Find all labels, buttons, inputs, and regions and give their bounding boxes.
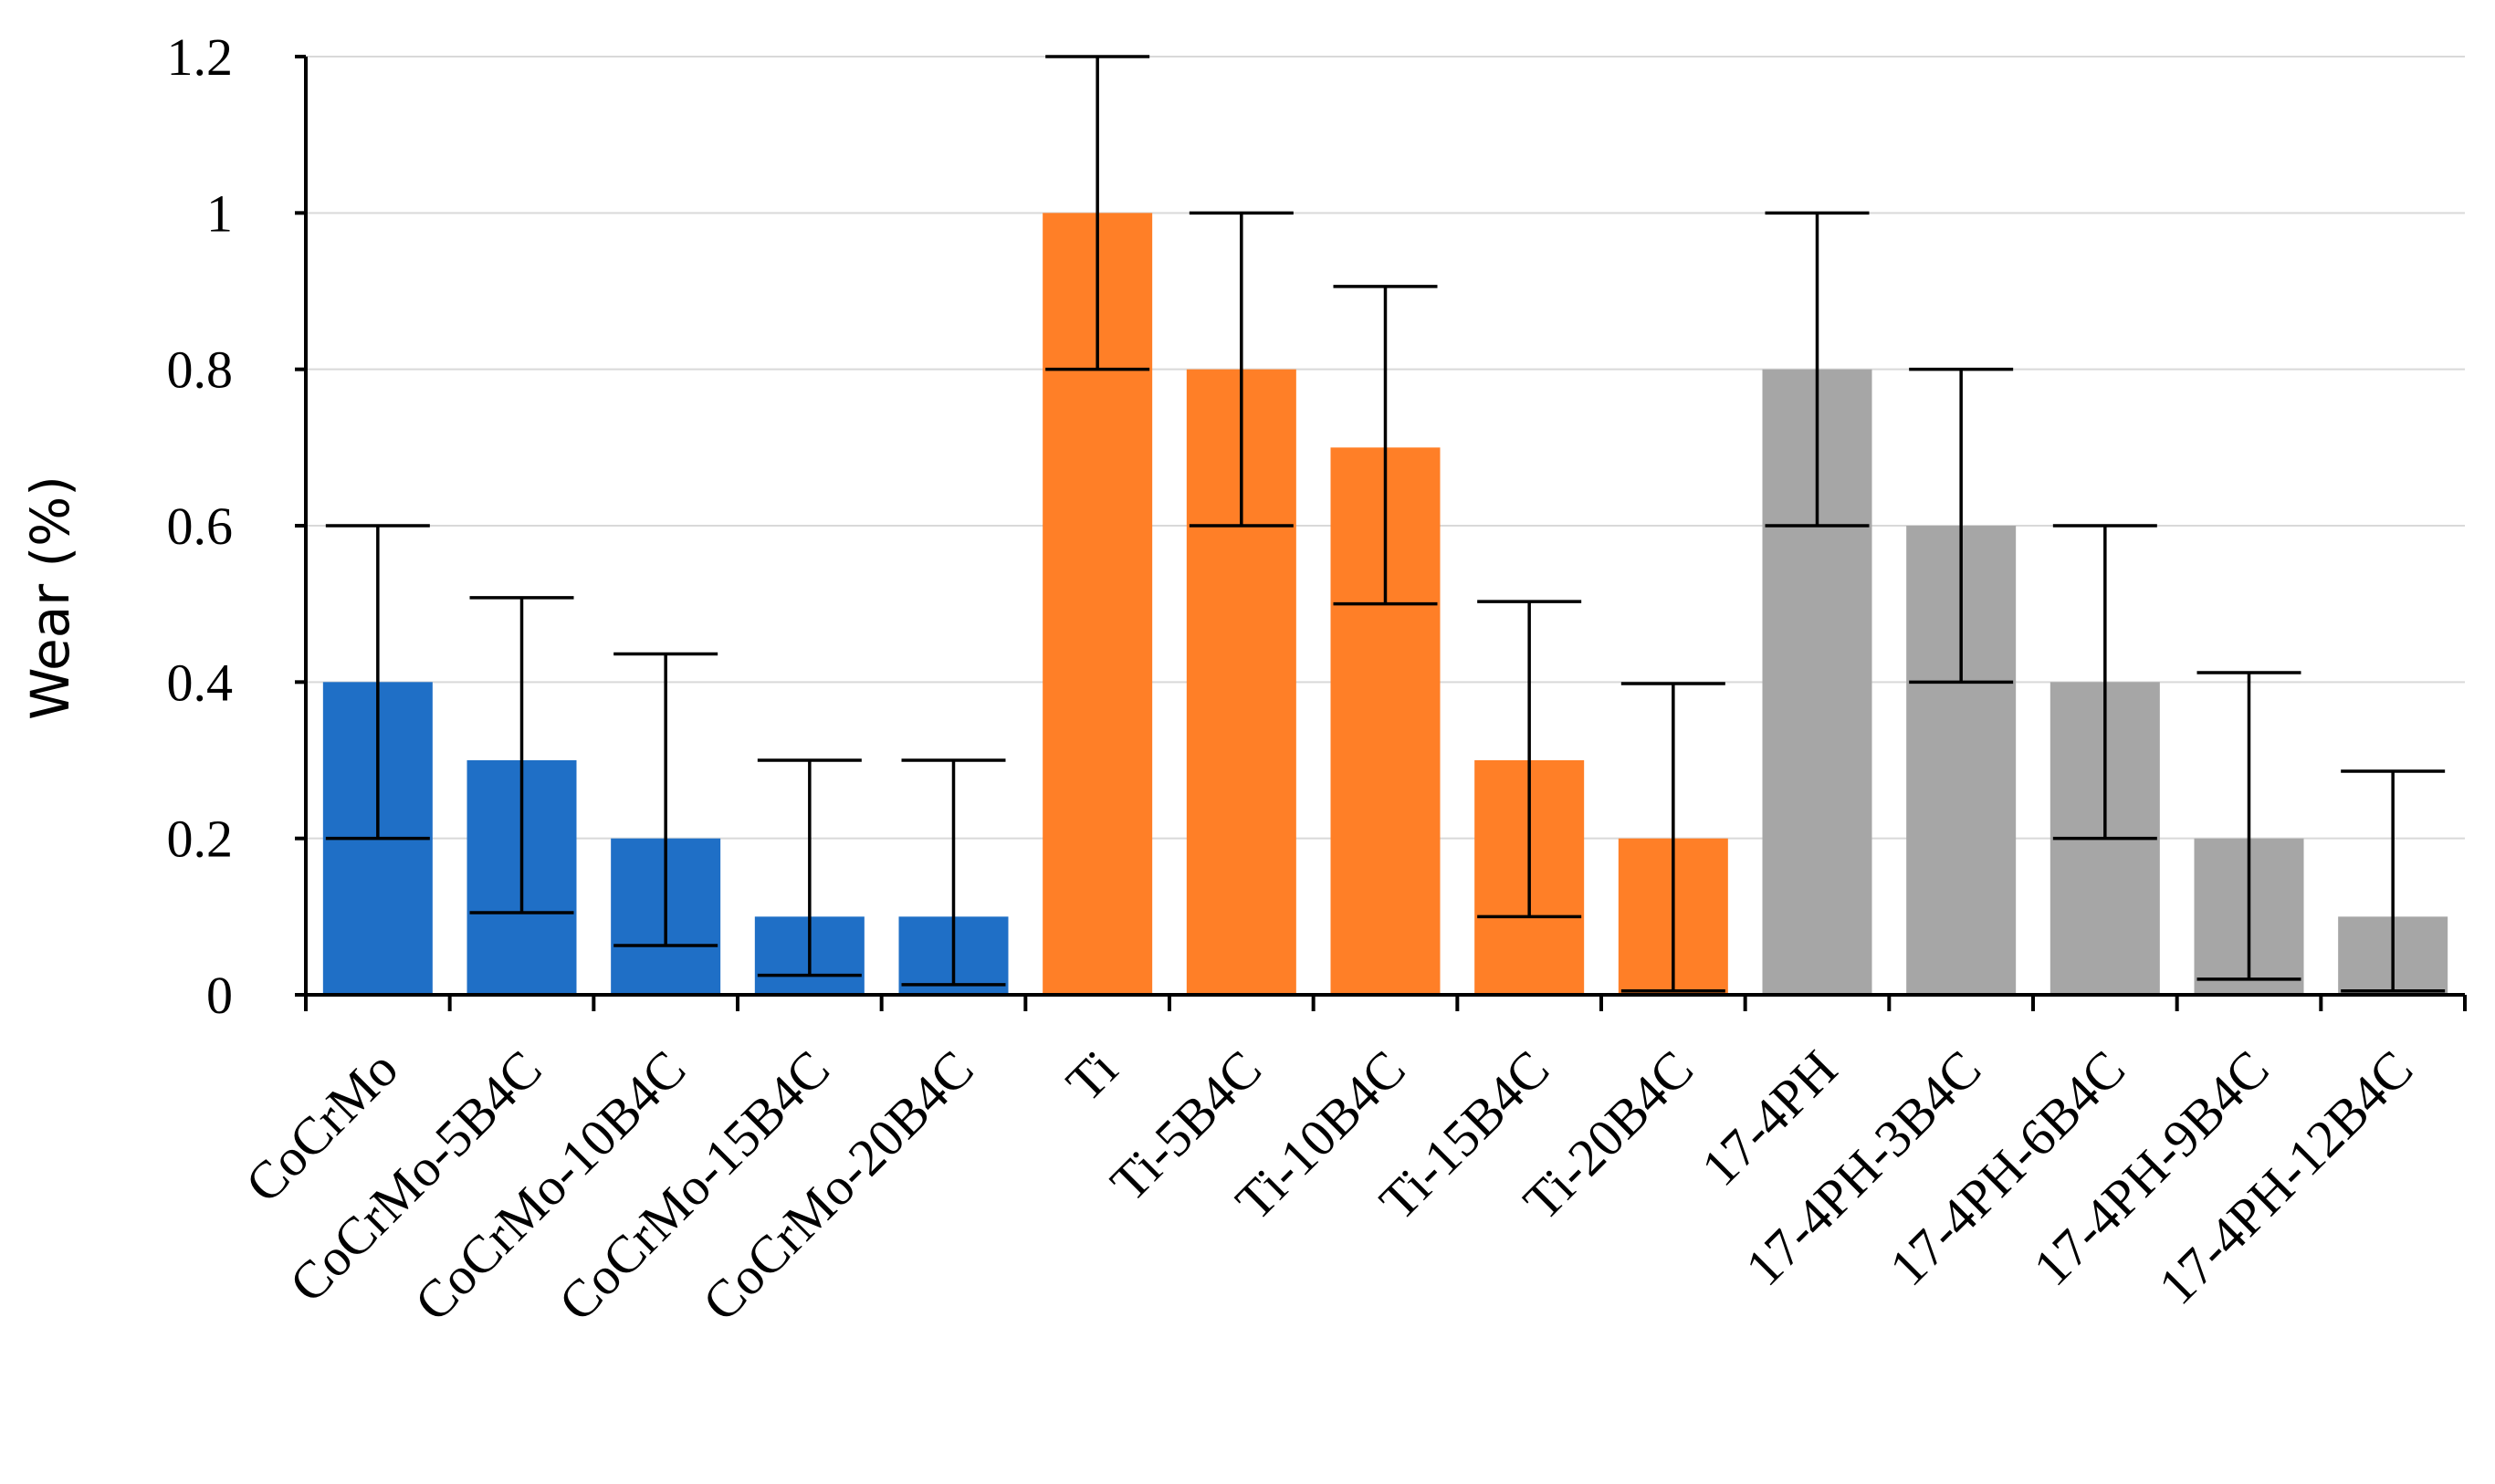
x-category-label: Ti (1054, 1039, 1128, 1113)
x-category-label: CoCrMo-5B4C (278, 1039, 552, 1313)
y-tick-label: 0.6 (167, 496, 234, 556)
bars (322, 213, 2448, 996)
y-tick-label: 0.8 (167, 340, 234, 400)
y-tick-label: 1.2 (167, 27, 234, 87)
error-bars (325, 55, 2446, 993)
y-tick-label: 1 (206, 183, 233, 243)
y-tick-labels: 0 0.2 0.4 0.6 0.8 1 1.2 (167, 27, 234, 1025)
x-category-labels: CoCrMoCoCrMo-5B4CCoCrMo-10B4CCoCrMo-15B4… (234, 1039, 2424, 1332)
y-tick-label: 0.2 (167, 810, 234, 869)
y-tick-label: 0.4 (167, 653, 234, 712)
axes (295, 55, 2467, 1011)
x-category-label: 17-4PH-12B4C (2147, 1039, 2424, 1315)
y-axis-title: Wear (%) (19, 476, 81, 720)
y-tick-label: 0 (206, 966, 233, 1025)
